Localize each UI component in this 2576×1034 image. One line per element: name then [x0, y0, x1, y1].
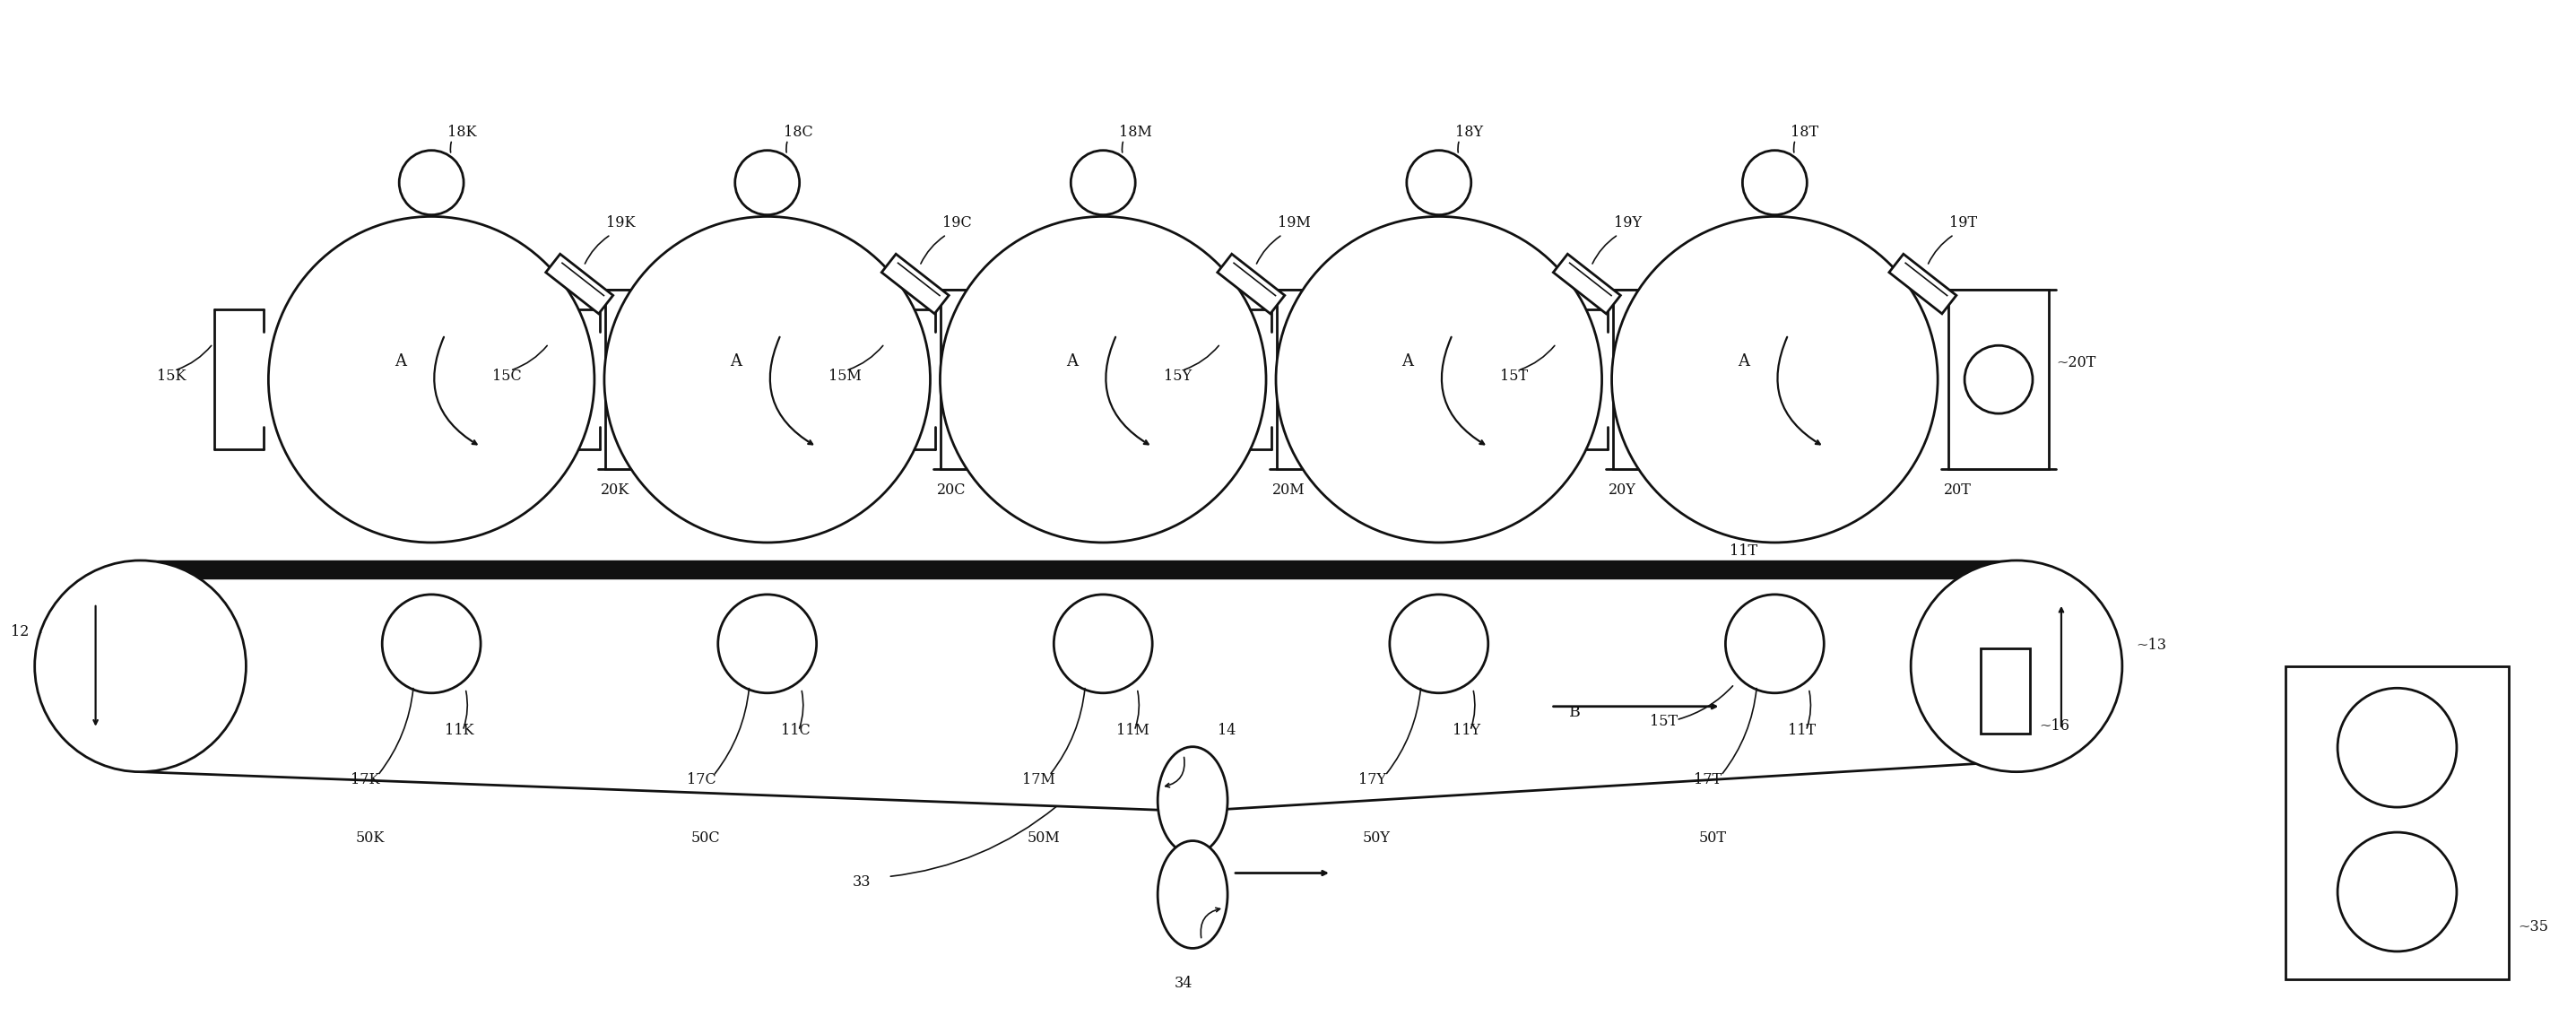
Polygon shape [1553, 254, 1620, 313]
Text: 20Y: 20Y [1607, 483, 1636, 497]
Text: 12: 12 [10, 625, 28, 639]
Ellipse shape [1157, 841, 1229, 948]
Text: 50T: 50T [1698, 830, 1726, 845]
Text: 11K: 11K [446, 723, 474, 738]
Circle shape [1613, 216, 1937, 543]
Circle shape [1293, 345, 1360, 414]
Circle shape [2336, 832, 2458, 951]
Text: 15M: 15M [827, 369, 860, 384]
Text: 11T: 11T [1731, 544, 1757, 558]
Circle shape [1072, 150, 1136, 215]
Circle shape [268, 216, 595, 543]
Polygon shape [1888, 254, 1955, 313]
Text: 11Y: 11Y [1453, 723, 1481, 738]
Circle shape [734, 150, 799, 215]
Circle shape [940, 216, 1265, 543]
Bar [1947, 290, 2048, 469]
Text: 17T: 17T [1695, 771, 1721, 787]
Circle shape [1726, 595, 1824, 693]
Bar [605, 290, 706, 469]
Circle shape [2336, 688, 2458, 808]
Text: B: B [1569, 704, 1579, 720]
Text: 15T: 15T [1649, 713, 1677, 729]
Circle shape [605, 216, 930, 543]
Text: 14: 14 [1218, 723, 1236, 738]
Circle shape [381, 595, 482, 693]
Text: ~20T: ~20T [2056, 356, 2097, 370]
Text: 17M: 17M [1023, 771, 1056, 787]
Circle shape [1054, 595, 1151, 693]
Text: 50C: 50C [690, 830, 721, 845]
Text: 15T: 15T [1499, 369, 1528, 384]
Circle shape [719, 595, 817, 693]
Circle shape [958, 345, 1025, 414]
Text: 20T: 20T [1945, 483, 1971, 497]
Text: 11C: 11C [781, 723, 809, 738]
Text: 18K: 18K [448, 124, 477, 140]
Text: 11T: 11T [1788, 723, 1816, 738]
Text: 19C: 19C [943, 215, 971, 231]
Circle shape [1388, 595, 1489, 693]
Text: 18T: 18T [1790, 124, 1819, 140]
Text: 17Y: 17Y [1358, 771, 1386, 787]
Text: 33: 33 [853, 875, 871, 890]
Text: A: A [1401, 354, 1414, 370]
Text: 11M: 11M [1115, 723, 1149, 738]
Text: A: A [394, 354, 407, 370]
Circle shape [1965, 345, 2032, 414]
Text: ~13: ~13 [2136, 637, 2166, 652]
Text: 50M: 50M [1028, 830, 1059, 845]
Ellipse shape [1157, 747, 1229, 854]
Text: 19K: 19K [605, 215, 636, 231]
Text: 19M: 19M [1278, 215, 1311, 231]
Circle shape [621, 345, 690, 414]
Polygon shape [1218, 254, 1285, 313]
Text: ~35: ~35 [2517, 919, 2548, 935]
Text: 50Y: 50Y [1363, 830, 1391, 845]
Text: 34: 34 [1175, 976, 1193, 992]
Text: 19T: 19T [1950, 215, 1978, 231]
Text: 20K: 20K [600, 483, 629, 497]
Polygon shape [881, 254, 948, 313]
Circle shape [399, 150, 464, 215]
Circle shape [1741, 150, 1806, 215]
Text: 20C: 20C [938, 483, 966, 497]
Text: 20M: 20M [1273, 483, 1306, 497]
Text: A: A [1066, 354, 1077, 370]
Text: A: A [729, 354, 742, 370]
Text: 17K: 17K [350, 771, 379, 787]
Circle shape [33, 560, 247, 771]
Bar [1981, 648, 2030, 733]
Text: 17C: 17C [688, 771, 716, 787]
Circle shape [1406, 150, 1471, 215]
Text: 19Y: 19Y [1613, 215, 1641, 231]
Bar [940, 290, 1041, 469]
Bar [1613, 290, 1713, 469]
Text: 15C: 15C [492, 369, 523, 384]
Circle shape [1275, 216, 1602, 543]
Polygon shape [546, 254, 613, 313]
Bar [1278, 290, 1378, 469]
Text: 50K: 50K [355, 830, 384, 845]
Text: 18M: 18M [1118, 124, 1151, 140]
Text: ~16: ~16 [2040, 718, 2069, 733]
Text: 15Y: 15Y [1164, 369, 1193, 384]
Circle shape [1628, 345, 1698, 414]
Bar [2285, 666, 2509, 979]
Text: 15K: 15K [157, 369, 185, 384]
Text: A: A [1739, 354, 1749, 370]
Text: 18C: 18C [783, 124, 811, 140]
Circle shape [1911, 560, 2123, 771]
Text: 18Y: 18Y [1455, 124, 1484, 140]
